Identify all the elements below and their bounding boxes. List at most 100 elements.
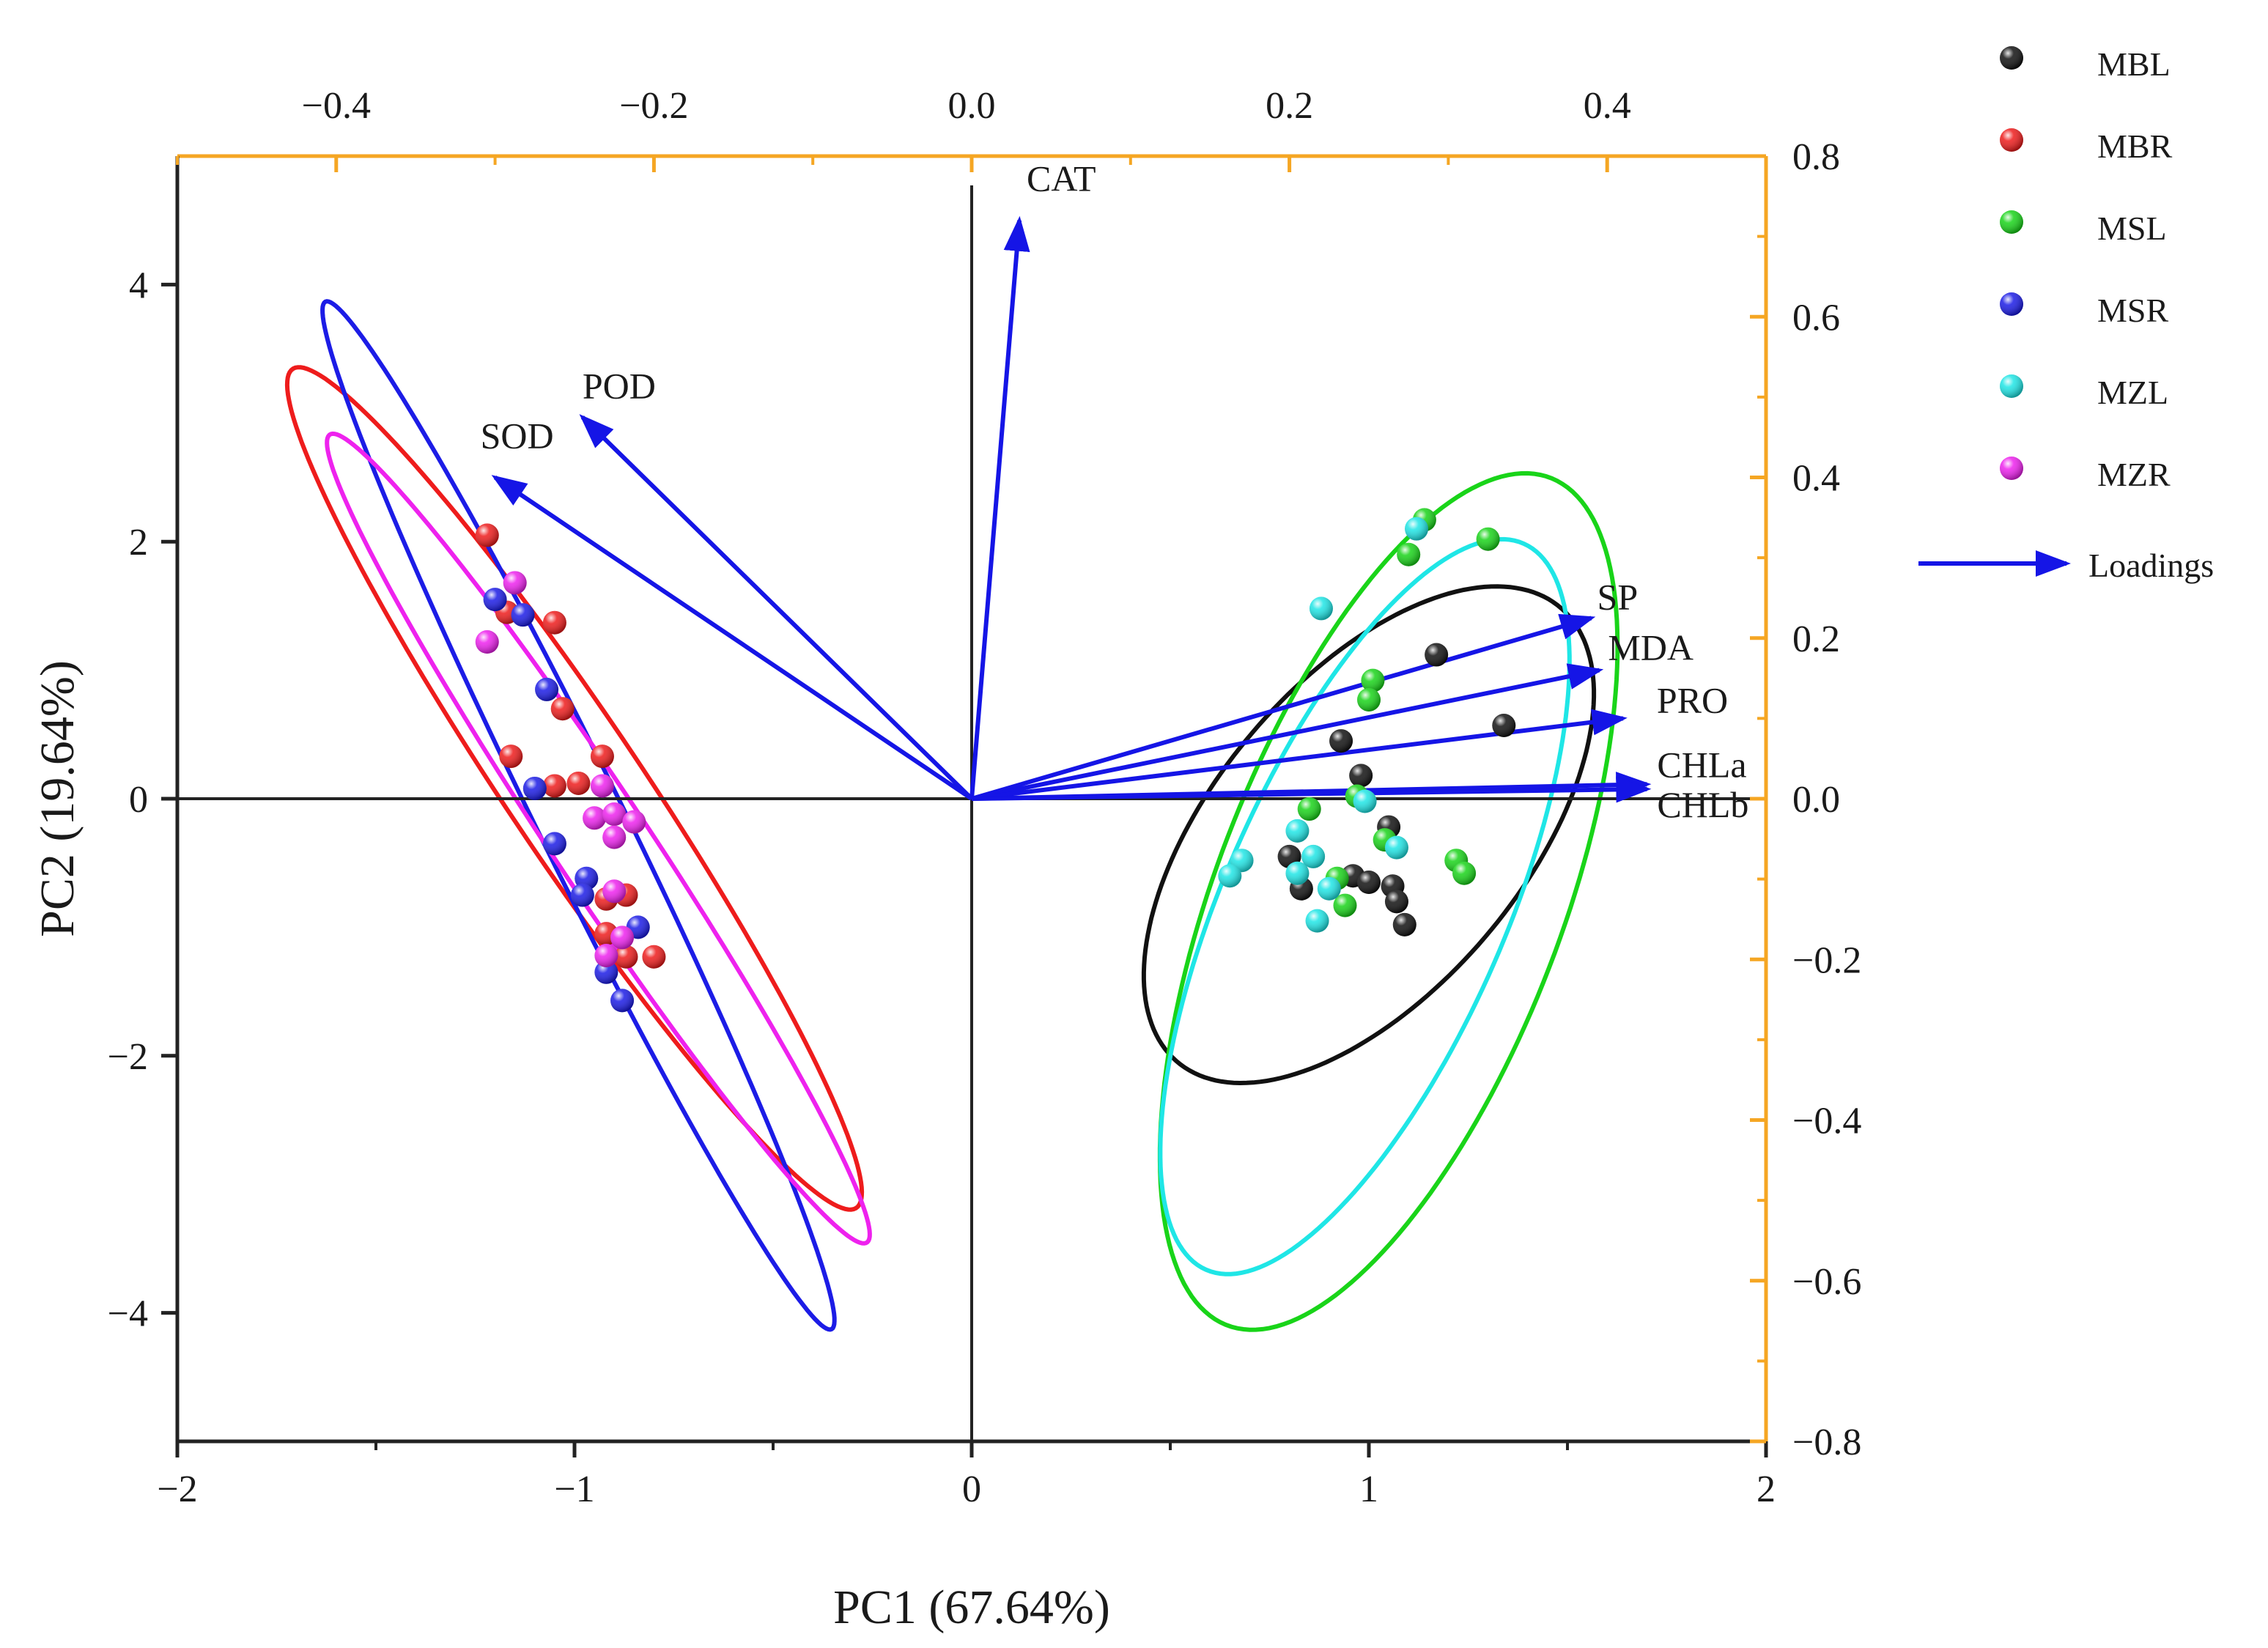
point-shade — [602, 802, 627, 827]
ellipse-msl — [1157, 470, 1620, 1332]
point-shade — [483, 588, 507, 612]
ellipse-mbl — [1141, 584, 1597, 1086]
point-mzr — [602, 825, 627, 849]
point-shade — [475, 630, 499, 654]
right-tick-label: 0.0 — [1792, 779, 1840, 821]
point-mbr — [590, 744, 614, 769]
point-mzr — [610, 925, 635, 950]
point-mzl — [1285, 861, 1310, 885]
point-shade — [522, 776, 547, 800]
point-shade — [622, 810, 646, 834]
point-mzr — [594, 943, 618, 967]
point-mbr — [475, 523, 499, 547]
point-shade — [1384, 890, 1408, 914]
point-shade — [602, 825, 627, 849]
x-tick-label: 0 — [962, 1468, 981, 1510]
point-shade — [1329, 729, 1353, 753]
loading-arrow-sp — [971, 613, 1596, 801]
point-shade — [511, 603, 535, 627]
top-tick-label: 0.2 — [1266, 85, 1313, 127]
point-shade — [1392, 912, 1416, 936]
point-shade — [570, 883, 594, 907]
loading-label-chlb: CHLb — [1657, 784, 1748, 825]
point-msl — [1361, 668, 1385, 692]
legend-item-mbl: MBL — [2000, 45, 2171, 83]
point-shade — [1361, 668, 1385, 692]
point-mbl — [1349, 764, 1373, 788]
right-tick-label: −0.6 — [1792, 1261, 1861, 1303]
x-axis-title: PC1 (67.64%) — [833, 1581, 1110, 1634]
legend-item-mzr: MZR — [2000, 456, 2171, 493]
right-tick-label: 0.6 — [1792, 297, 1840, 339]
point-mzr — [503, 571, 527, 595]
point-shade — [1301, 844, 1326, 868]
point-mzl — [1305, 909, 1329, 933]
top-tick-label: −0.4 — [302, 85, 371, 127]
point-mbl — [1357, 871, 1381, 895]
point-mbr — [550, 697, 575, 721]
point-shade — [1333, 893, 1357, 917]
plot-axes: −2 −1 0 1 2 −4 −2 0 2 4 −0.4 −0.2 0.0 0.2 0.4 −0.8 −0.6 −… — [31, 85, 1861, 1634]
point-shade — [1317, 876, 1341, 901]
point-mzl — [1405, 517, 1429, 541]
point-mbl — [1425, 643, 1449, 667]
point-mbl — [1384, 890, 1408, 914]
point-shade — [590, 774, 614, 798]
point-shade — [535, 677, 559, 701]
x-tick-label: 1 — [1359, 1468, 1378, 1510]
loading-arrow-pod — [579, 414, 974, 801]
point-mzl — [1384, 835, 1408, 860]
point-shade — [594, 943, 618, 967]
point-shade — [610, 989, 635, 1013]
legend-marker-shade — [2000, 128, 2023, 152]
legend-label: MZL — [2097, 374, 2168, 411]
legend: MBL MBR MSL MSR MZL MZR Loadings — [1918, 45, 2214, 584]
point-mzl — [1309, 596, 1333, 621]
point-msl — [1333, 893, 1357, 917]
legend-label: MBL — [2097, 45, 2171, 83]
point-mbr — [614, 945, 638, 969]
point-shade — [1285, 819, 1310, 843]
legend-item-loadings: Loadings — [1918, 547, 2214, 584]
ellipse-msr — [320, 299, 837, 1332]
loading-label-mda: MDA — [1608, 627, 1693, 668]
right-tick-label: −0.8 — [1792, 1422, 1861, 1463]
legend-marker-shade — [2000, 210, 2023, 234]
y-tick-label: 4 — [129, 265, 148, 306]
legend-label: Loadings — [2088, 547, 2214, 584]
point-shade — [590, 744, 614, 769]
point-shade — [614, 945, 638, 969]
point-mzr — [475, 630, 499, 654]
point-mbr — [542, 774, 566, 798]
loading-arrow-cat — [969, 215, 1030, 799]
loading-label-sp: SP — [1597, 576, 1639, 617]
right-tick-label: 0.8 — [1792, 136, 1840, 178]
point-shade — [1353, 789, 1377, 813]
point-msr — [594, 960, 618, 984]
point-msl — [1397, 542, 1421, 566]
data-points — [475, 508, 1516, 1013]
point-mbr — [566, 771, 591, 795]
point-mbl — [1329, 729, 1353, 753]
legend-item-mzl: MZL — [2000, 374, 2168, 411]
legend-label: MSR — [2097, 292, 2168, 329]
point-shade — [1309, 596, 1333, 621]
point-mbl — [1492, 714, 1516, 738]
loading-arrow-mda — [971, 663, 1604, 801]
right-tick-label: 0.4 — [1792, 458, 1840, 500]
right-tick-label: −0.4 — [1792, 1101, 1861, 1142]
point-msr — [483, 588, 507, 612]
y-tick-label: 0 — [129, 779, 148, 821]
point-shade — [1349, 764, 1373, 788]
x-tick-label: −1 — [554, 1468, 594, 1510]
loading-label-pro: PRO — [1657, 679, 1728, 720]
legend-marker-shade — [2000, 374, 2023, 398]
point-mzr — [590, 774, 614, 798]
legend-marker-shade — [2000, 292, 2023, 316]
point-mzr — [622, 810, 646, 834]
loading-arrow-chlb — [971, 776, 1652, 803]
top-tick-label: −0.2 — [619, 85, 688, 127]
point-mbr — [542, 610, 566, 635]
